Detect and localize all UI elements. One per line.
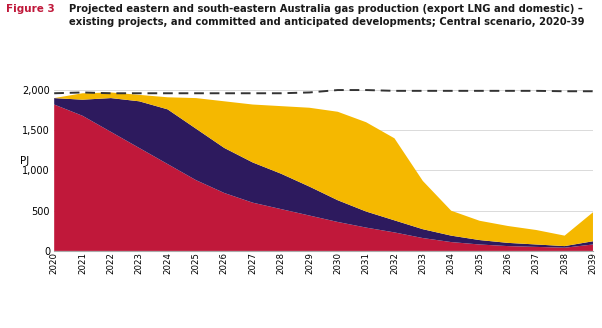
Y-axis label: PJ: PJ	[20, 156, 29, 166]
Text: Projected eastern and south-eastern Australia gas production (export LNG and dom: Projected eastern and south-eastern Aust…	[69, 4, 585, 27]
Text: Figure 3: Figure 3	[6, 4, 55, 13]
